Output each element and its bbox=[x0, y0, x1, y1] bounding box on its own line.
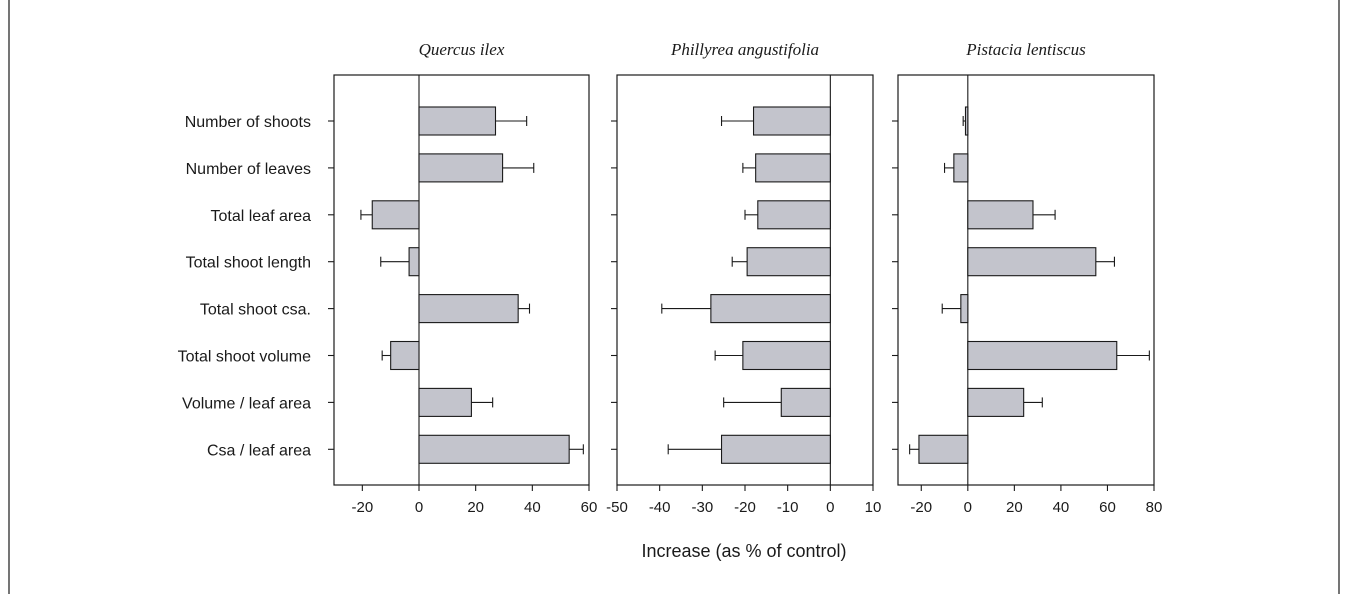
panel-title: Phillyrea angustifolia bbox=[670, 40, 819, 59]
category-label-total-shoot-length: Total shoot length bbox=[186, 255, 311, 272]
category-label-total-leaf-area: Total leaf area bbox=[210, 208, 311, 225]
category-label-csa-leaf-area: Csa / leaf area bbox=[207, 442, 311, 459]
bar-number-of-shoots bbox=[964, 106, 969, 136]
bar-number-of-leaves bbox=[755, 153, 831, 183]
plot-frame bbox=[616, 74, 874, 486]
x-tick-label: 10 bbox=[865, 499, 882, 516]
x-tick-label: 40 bbox=[1053, 499, 1070, 516]
bar-volume-leaf-area bbox=[780, 387, 831, 417]
bar-total-shoot-volume bbox=[390, 340, 420, 371]
plot-frame bbox=[897, 74, 1155, 486]
x-tick-label: 40 bbox=[524, 499, 541, 516]
category-label-volume-leaf-area: Volume / leaf area bbox=[182, 395, 311, 412]
x-tick-label: 20 bbox=[467, 499, 484, 516]
bar-csa-leaf-area bbox=[720, 434, 831, 464]
bar-total-shoot-length bbox=[967, 247, 1097, 277]
x-tick-label: 60 bbox=[581, 499, 598, 516]
x-tick-label: -10 bbox=[777, 499, 799, 516]
x-tick-label: 0 bbox=[415, 499, 423, 516]
bar-total-leaf-area bbox=[967, 200, 1034, 230]
panel-phillyrea-angustifolia: Phillyrea angustifolia -50 -40 -30 -20 -10 0 10 bbox=[606, 40, 881, 516]
plot-frame bbox=[333, 74, 590, 486]
x-tick-label: -20 bbox=[910, 499, 932, 516]
x-tick-label: -30 bbox=[691, 499, 713, 516]
bar-volume-leaf-area bbox=[418, 387, 472, 417]
category-label-number-of-leaves: Number of leaves bbox=[186, 161, 311, 178]
category-label-number-of-shoots: Number of shoots bbox=[185, 114, 311, 131]
bar-number-of-shoots bbox=[418, 106, 497, 136]
bar-total-shoot-csa bbox=[960, 294, 969, 324]
x-tick-label: -20 bbox=[734, 499, 756, 516]
bar-total-shoot-volume bbox=[742, 340, 831, 371]
bar-total-shoot-volume bbox=[967, 340, 1118, 371]
bar-total-shoot-length bbox=[746, 247, 831, 277]
bar-total-shoot-csa bbox=[418, 294, 519, 324]
bar-number-of-leaves bbox=[418, 153, 504, 183]
bar-total-shoot-length bbox=[408, 247, 420, 277]
panel-title: Pistacia lentiscus bbox=[965, 40, 1086, 59]
panel-title: Quercus ilex bbox=[419, 40, 505, 59]
bar-csa-leaf-area bbox=[918, 434, 969, 464]
bar-number-of-shoots bbox=[752, 106, 831, 136]
x-tick-label: 0 bbox=[826, 499, 834, 516]
category-label-total-shoot-volume: Total shoot volume bbox=[178, 349, 312, 366]
bar-number-of-leaves bbox=[953, 153, 969, 183]
bar-csa-leaf-area bbox=[418, 434, 570, 464]
x-tick-label: 20 bbox=[1006, 499, 1023, 516]
x-tick-label: 60 bbox=[1099, 499, 1116, 516]
x-tick-label: 80 bbox=[1146, 499, 1163, 516]
bar-total-shoot-csa bbox=[710, 294, 831, 324]
category-label-total-shoot-csa: Total shoot csa. bbox=[200, 302, 311, 319]
bar-total-leaf-area bbox=[371, 200, 420, 230]
x-tick-label: 0 bbox=[964, 499, 972, 516]
bar-total-leaf-area bbox=[757, 200, 831, 230]
category-labels: Number of shoots Number of leaves Total le… bbox=[178, 114, 312, 459]
panel-pistacia-lentiscus: Pistacia lentiscus -20 0 20 40 60 80 bbox=[892, 40, 1162, 516]
panel-quercus-ilex: Quercus ilex -20 0 20 40 60 bbox=[328, 40, 597, 516]
x-tick-label: -50 bbox=[606, 499, 628, 516]
bar-volume-leaf-area bbox=[967, 387, 1025, 417]
x-axis-label: Increase (as % of control) bbox=[641, 541, 846, 561]
x-tick-label: -20 bbox=[351, 499, 373, 516]
x-tick-label: -40 bbox=[649, 499, 671, 516]
